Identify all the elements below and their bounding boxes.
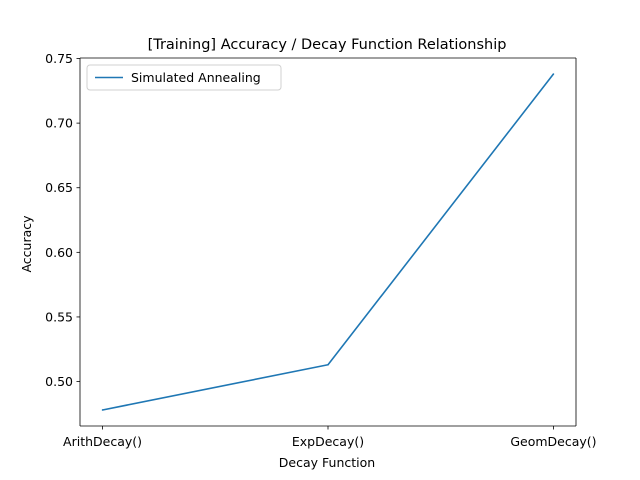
y-axis-label: Accuracy [19,215,34,273]
y-tick-label: 0.50 [45,374,73,389]
chart-title: [Training] Accuracy / Decay Function Rel… [148,37,507,53]
axes-layer: 0.50 0.55 0.60 0.65 0.70 0.75 ArithDecay() ExpD… [45,51,596,449]
data-point [327,363,329,366]
legend-box [86,64,282,91]
data-point [101,409,104,411]
x-tick-label: ExpDecay() [292,434,364,449]
y-tick-label: 0.60 [45,245,73,260]
y-tick-label: 0.70 [45,116,73,131]
x-tick-label: ArithDecay() [63,434,142,449]
y-tick-label: 0.55 [45,309,73,324]
x-axis-label: Decay Function [279,455,375,470]
legend-label: Simulated Annealing [131,70,261,85]
series-layer [101,73,555,411]
x-tick-label: GeomDecay() [510,434,596,449]
y-tick-label: 0.75 [45,51,73,66]
data-point [552,73,555,75]
legend: Simulated Annealing [86,64,282,91]
y-tick-label: 0.65 [45,180,73,195]
